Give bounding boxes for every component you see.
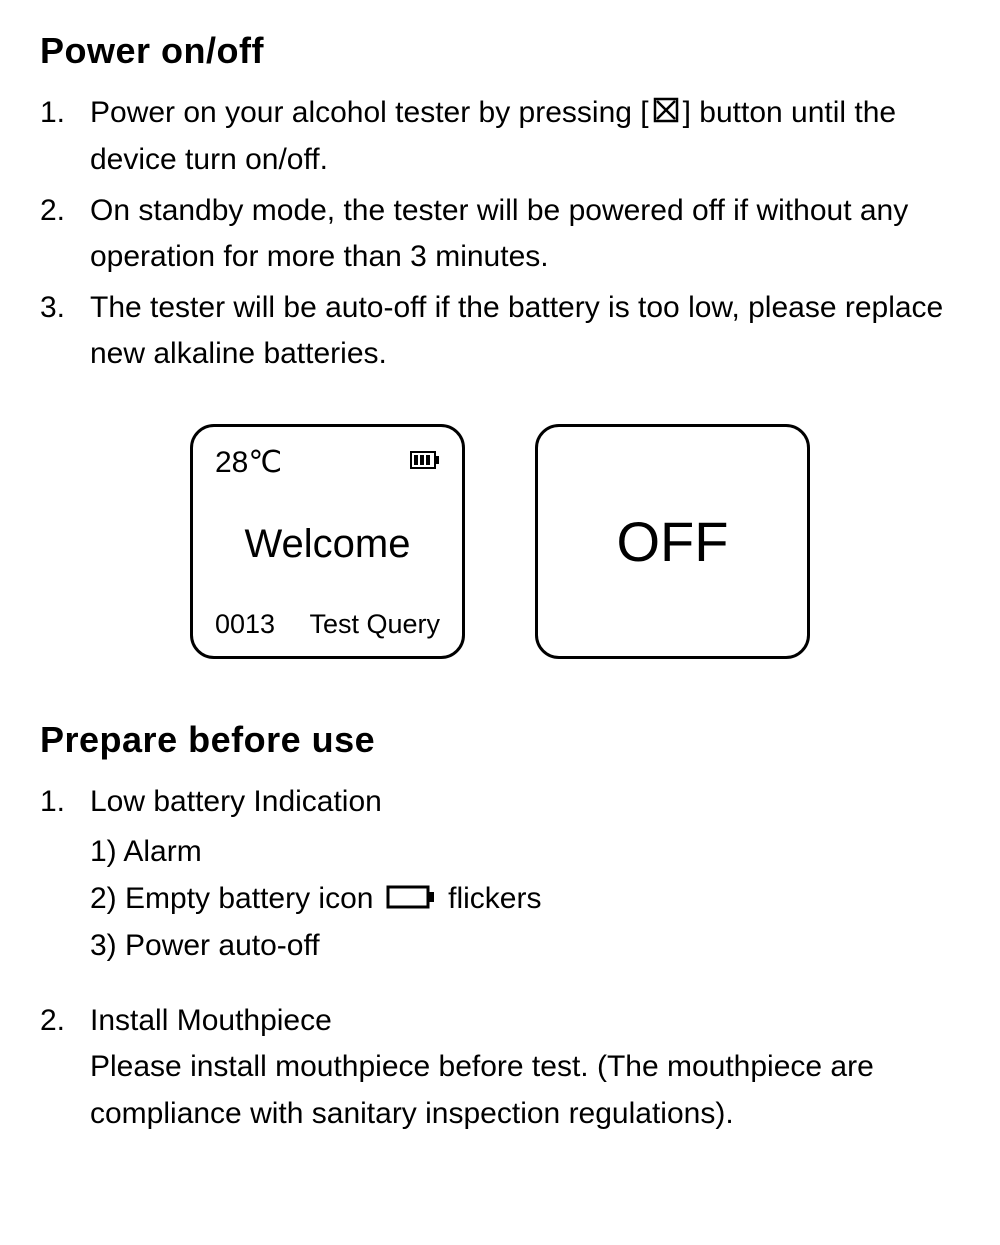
spacer	[40, 970, 960, 998]
off-screen: OFF	[535, 424, 810, 659]
list-item: 3. The tester will be auto-off if the ba…	[40, 285, 960, 378]
item-number: 3.	[40, 285, 90, 378]
count-label: 0013	[215, 609, 275, 640]
section1-list: 1. Power on your alcohol tester by press…	[40, 90, 960, 378]
item-number: 1.	[40, 779, 90, 826]
sub-text-before: 2) Empty battery icon	[90, 882, 382, 915]
section1-heading: Power on/off	[40, 30, 960, 72]
section2-list: 1. Low battery Indication	[40, 779, 960, 826]
item-text-before: Power on your alcohol tester by pressing…	[90, 96, 649, 129]
temperature-label: 28℃	[215, 445, 282, 480]
item-number: 2.	[40, 998, 90, 1138]
item-number: 2.	[40, 188, 90, 281]
screen-bottom-row: 0013 Test Query	[215, 609, 440, 640]
welcome-screen: 28℃ Welcome 0013 Test Query	[190, 424, 465, 659]
power-button-icon	[653, 91, 679, 138]
sub-text-after: flickers	[440, 882, 542, 915]
battery-icon	[410, 451, 440, 474]
list-item: 2. On standby mode, the tester will be p…	[40, 188, 960, 281]
item-body: Install Mouthpiece Please install mouthp…	[90, 998, 960, 1138]
list-item: 1. Power on your alcohol tester by press…	[40, 90, 960, 184]
screen-top-row: 28℃	[215, 445, 440, 480]
item-number: 1.	[40, 90, 90, 184]
screens-row: 28℃ Welcome 0013 Test Query OFF	[40, 424, 960, 659]
item-title: Low battery Indication	[90, 779, 960, 826]
list-item: 1. Low battery Indication	[40, 779, 960, 826]
test-query-label: Test Query	[309, 609, 440, 640]
off-text: OFF	[538, 427, 807, 656]
item-text: Please install mouthpiece before test. (…	[90, 1050, 874, 1130]
item-body: Power on your alcohol tester by pressing…	[90, 90, 960, 184]
list-item: 2. Install Mouthpiece Please install mou…	[40, 998, 960, 1138]
item-body: The tester will be auto-off if the batte…	[90, 285, 960, 378]
item-title: Install Mouthpiece	[90, 1004, 332, 1037]
section2-heading: Prepare before use	[40, 719, 960, 761]
sub-item: 2) Empty battery icon flickers	[90, 876, 960, 923]
empty-battery-icon	[386, 877, 436, 924]
section2-list-2: 2. Install Mouthpiece Please install mou…	[40, 998, 960, 1138]
item-body: On standby mode, the tester will be powe…	[90, 188, 960, 281]
welcome-text: Welcome	[193, 522, 462, 567]
sub-item: 1) Alarm	[90, 829, 960, 876]
sub-item: 3) Power auto-off	[90, 923, 960, 970]
